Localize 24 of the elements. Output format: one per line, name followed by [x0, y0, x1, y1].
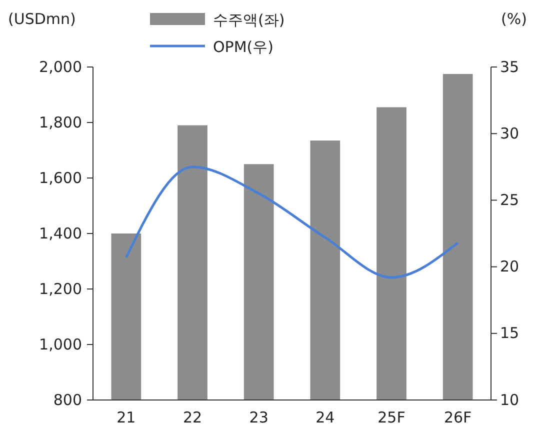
- x-tick-label: 24: [316, 408, 335, 427]
- y2-tick-label: 20: [500, 258, 520, 276]
- line-series: [124, 166, 460, 279]
- y2-tick-label: 15: [500, 324, 520, 342]
- y-tick-label: 1,800: [39, 113, 82, 132]
- y-axis-title: (USDmn): [8, 10, 76, 28]
- x-tick-label: 22: [182, 408, 202, 427]
- y2-tick-label: 30: [500, 124, 520, 142]
- y-tick-label: 1,200: [39, 280, 82, 298]
- x-tick-label: 25F: [378, 408, 406, 427]
- y2-tick-label: 25: [500, 191, 520, 209]
- x-tick-label: 26F: [444, 408, 472, 427]
- y-tick-label: 1,000: [39, 335, 82, 354]
- x-tick-label: 23: [249, 408, 268, 427]
- y2-tick-label: 35: [500, 58, 520, 76]
- y2-tick-label: 10: [500, 390, 520, 409]
- y-tick-label: 2,000: [39, 58, 82, 76]
- x-tick-label: 21: [116, 408, 136, 427]
- y-tick-label: 1,600: [39, 168, 82, 187]
- y2-axis-title: (%): [501, 10, 527, 28]
- legend-label: 수주액(좌): [213, 11, 285, 29]
- y-tick-label: 1,400: [39, 224, 82, 242]
- legend-label: OPM(우): [213, 38, 274, 56]
- y-tick-label: 800: [53, 390, 82, 409]
